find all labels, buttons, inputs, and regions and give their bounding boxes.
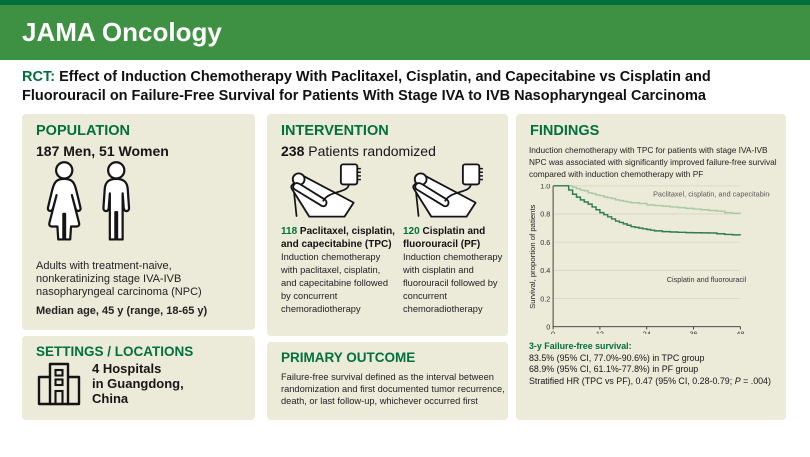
svg-text:Cisplatin and fluorouracil: Cisplatin and fluorouracil (667, 276, 747, 285)
svg-text:48: 48 (736, 330, 744, 334)
svg-text:Survival, proportion of patien: Survival, proportion of patients (528, 205, 537, 309)
svg-text:12: 12 (596, 330, 604, 334)
svg-text:1.0: 1.0 (540, 184, 550, 191)
svg-text:0.6: 0.6 (540, 238, 550, 247)
svg-text:24: 24 (643, 330, 651, 334)
svg-text:Paclitaxel, cisplatin, and cap: Paclitaxel, cisplatin, and capecitabine (653, 190, 770, 199)
svg-text:0.2: 0.2 (540, 295, 550, 304)
svg-text:0.8: 0.8 (540, 210, 550, 219)
svg-text:0: 0 (551, 330, 555, 334)
svg-text:0: 0 (546, 323, 550, 332)
svg-text:0.4: 0.4 (540, 266, 550, 275)
svg-text:36: 36 (689, 330, 697, 334)
